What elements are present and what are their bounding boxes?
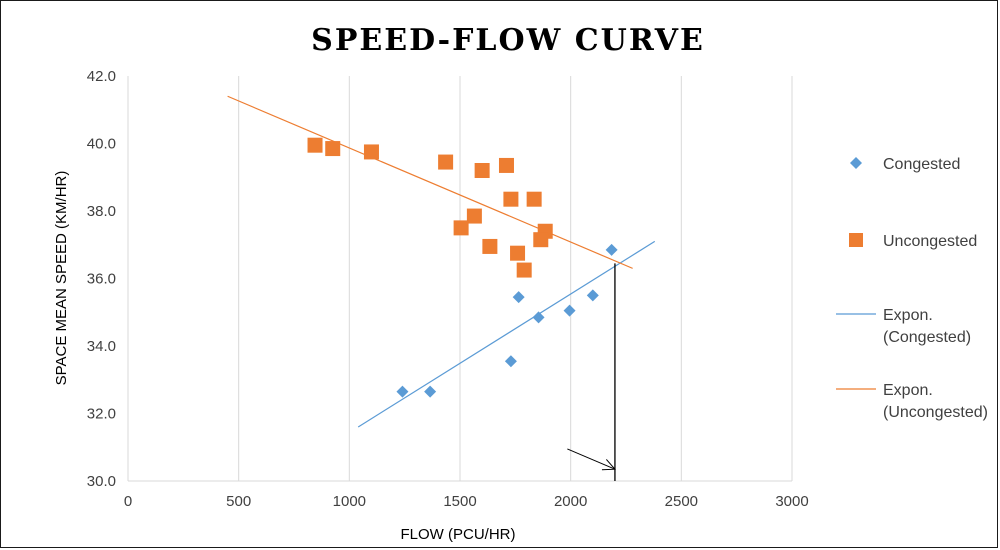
x-tick-labels: 0 500 1000 1500 2000 2500 3000 — [124, 493, 809, 510]
y-tick-label: 40.0 — [87, 136, 116, 153]
uncongested-point — [498, 157, 514, 173]
x-tick-label: 3000 — [775, 493, 808, 510]
x-tick-label: 2500 — [665, 493, 698, 510]
chart-title: SPEED-FLOW CURVE — [311, 23, 705, 58]
x-tick-label: 1000 — [333, 493, 366, 510]
congested-point — [396, 385, 409, 398]
congested-point — [605, 243, 618, 256]
x-axis-label: FLOW (PCU/HR) — [401, 526, 516, 543]
x-tick-label: 1500 — [443, 493, 476, 510]
x-tick-label: 2000 — [554, 493, 587, 510]
uncongested-point — [526, 191, 542, 207]
legend: Congested Uncongested Expon. (Congested) Exp… — [836, 156, 988, 421]
legend-marker-uncongested — [849, 233, 863, 247]
uncongested-point — [453, 220, 469, 236]
congested-point — [532, 311, 545, 324]
y-tick-label: 38.0 — [87, 203, 116, 220]
uncongested-point — [533, 232, 549, 248]
uncongested-point — [363, 144, 379, 160]
legend-label-expon-uncongested: Expon. — [883, 382, 933, 399]
y-tick-label: 30.0 — [87, 473, 116, 490]
legend-marker-congested — [850, 157, 862, 169]
uncongested-point — [307, 137, 323, 153]
arrow-shaft — [567, 448, 616, 470]
grid-lines — [238, 76, 793, 481]
data-points — [307, 137, 618, 398]
congested-point — [504, 355, 517, 368]
legend-label-uncongested: Uncongested — [883, 233, 977, 250]
uncongested-point — [438, 154, 454, 170]
y-tick-label: 42.0 — [87, 68, 116, 85]
uncongested-point — [474, 163, 490, 178]
congested-point — [424, 385, 437, 398]
y-tick-label: 32.0 — [87, 406, 116, 423]
uncongested-point — [466, 208, 482, 224]
uncongested-point — [510, 245, 526, 261]
trendline-congested — [357, 240, 656, 428]
y-tick-label: 36.0 — [87, 271, 116, 288]
trendline-uncongested — [227, 95, 633, 269]
uncongested-point — [516, 262, 532, 278]
uncongested-point — [482, 238, 498, 254]
x-tick-label: 500 — [226, 493, 251, 510]
legend-label-expon-uncongested-line2: (Uncongested) — [883, 404, 988, 421]
legend-label-expon-congested-line2: (Congested) — [883, 329, 971, 346]
annotations — [567, 263, 616, 481]
uncongested-point — [325, 141, 341, 157]
axes — [127, 76, 792, 482]
legend-label-congested: Congested — [883, 156, 960, 173]
legend-label-expon-congested: Expon. — [883, 307, 933, 324]
congested-point — [563, 304, 576, 317]
congested-point — [512, 291, 525, 304]
trendlines — [227, 95, 656, 428]
y-tick-label: 34.0 — [87, 338, 116, 355]
arrow-head — [601, 459, 616, 471]
y-axis-label: SPACE MEAN SPEED (KM/HR) — [53, 171, 70, 386]
y-tick-labels: 30.0 32.0 34.0 36.0 38.0 40.0 42.0 — [87, 68, 116, 490]
uncongested-point — [503, 191, 519, 207]
congested-point — [586, 289, 599, 302]
x-tick-label: 0 — [124, 493, 132, 510]
